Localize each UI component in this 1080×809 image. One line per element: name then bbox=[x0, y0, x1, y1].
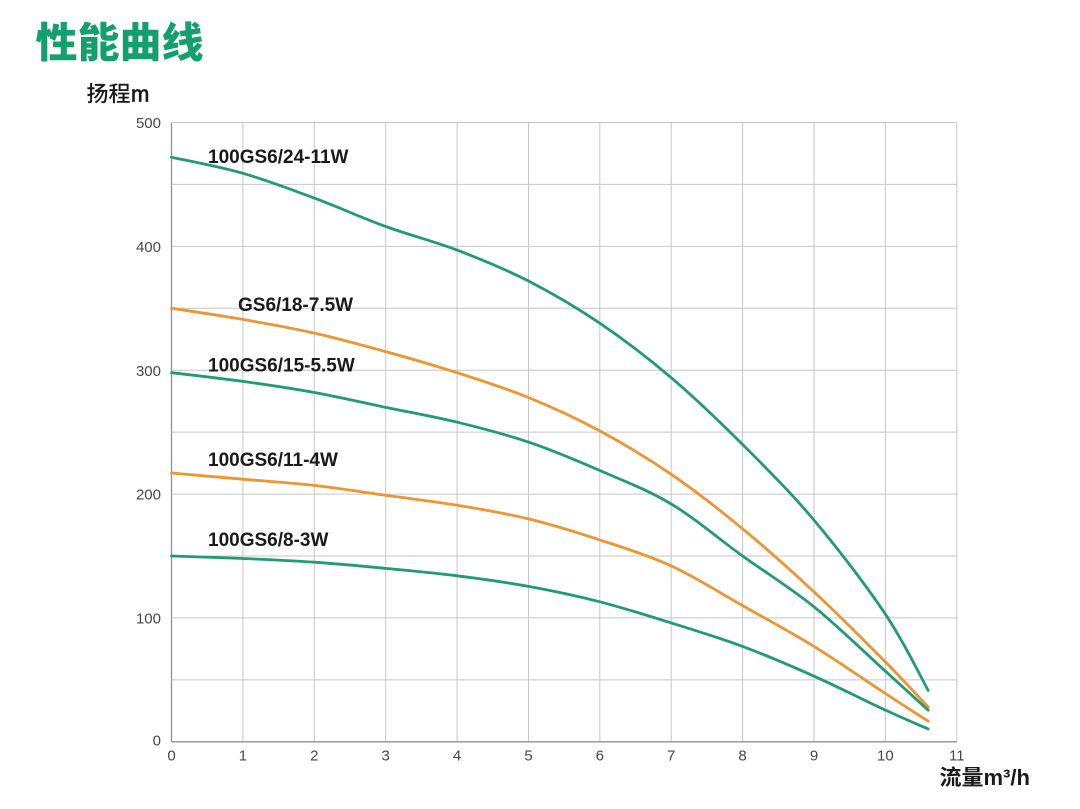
svg-text:0: 0 bbox=[167, 748, 175, 765]
svg-text:3: 3 bbox=[382, 748, 390, 765]
svg-text:11: 11 bbox=[949, 748, 965, 765]
svg-text:100GS6/8-3W: 100GS6/8-3W bbox=[208, 530, 328, 551]
svg-text:200: 200 bbox=[136, 487, 161, 504]
svg-text:2: 2 bbox=[310, 748, 318, 765]
svg-text:10: 10 bbox=[877, 748, 894, 765]
svg-text:100: 100 bbox=[136, 611, 161, 628]
svg-text:9: 9 bbox=[810, 748, 818, 765]
svg-text:8: 8 bbox=[738, 748, 746, 765]
svg-text:5: 5 bbox=[524, 748, 532, 765]
svg-text:500: 500 bbox=[136, 115, 161, 132]
svg-text:300: 300 bbox=[136, 363, 161, 380]
svg-text:100GS6/15-5.5W: 100GS6/15-5.5W bbox=[208, 356, 355, 377]
svg-text:6: 6 bbox=[596, 748, 604, 765]
svg-text:1: 1 bbox=[239, 748, 247, 765]
svg-text:0: 0 bbox=[153, 732, 161, 749]
svg-text:100GS6/24-11W: 100GS6/24-11W bbox=[208, 147, 349, 168]
svg-text:GS6/18-7.5W: GS6/18-7.5W bbox=[238, 295, 353, 316]
svg-text:m: m bbox=[131, 82, 149, 107]
svg-text:100GS6/11-4W: 100GS6/11-4W bbox=[208, 450, 338, 471]
svg-text:7: 7 bbox=[667, 748, 675, 765]
svg-text:400: 400 bbox=[136, 239, 161, 256]
svg-text:m³/h: m³/h bbox=[984, 765, 1030, 790]
svg-text:4: 4 bbox=[453, 748, 461, 765]
